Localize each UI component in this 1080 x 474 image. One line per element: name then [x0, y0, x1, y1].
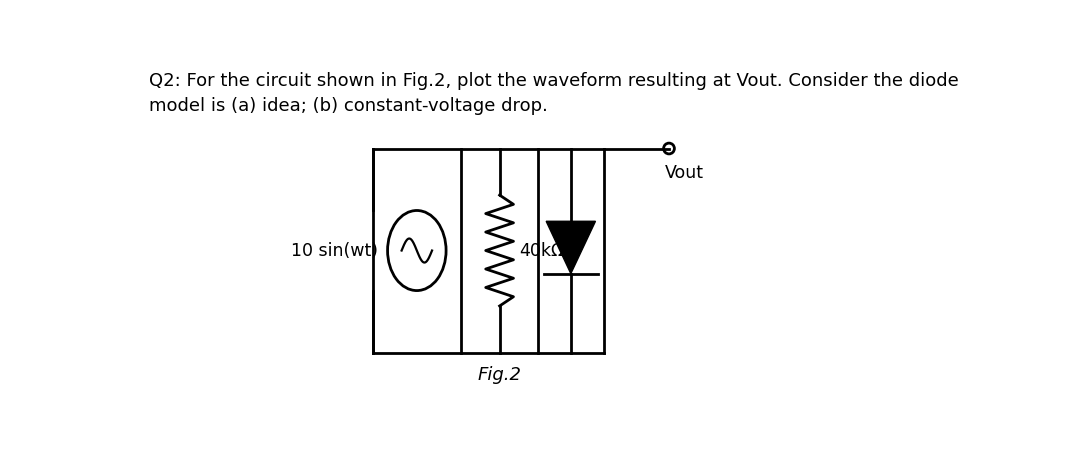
Text: model is (a) idea; (b) constant-voltage drop.: model is (a) idea; (b) constant-voltage … [149, 97, 549, 115]
Text: 40kΩ: 40kΩ [518, 242, 564, 260]
Text: Vout: Vout [665, 164, 704, 182]
Text: 10 sin(wt): 10 sin(wt) [292, 242, 378, 260]
Text: Q2: For the circuit shown in Fig.2, plot the waveform resulting at Vout. Conside: Q2: For the circuit shown in Fig.2, plot… [149, 72, 959, 90]
Text: Fig.2: Fig.2 [477, 366, 522, 384]
Polygon shape [546, 221, 595, 273]
